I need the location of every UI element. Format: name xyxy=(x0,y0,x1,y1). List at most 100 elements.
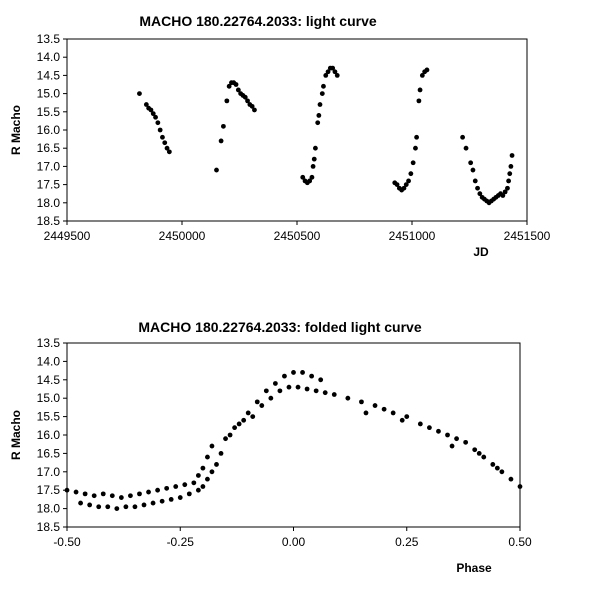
data-point xyxy=(224,98,230,104)
data-point xyxy=(148,107,154,113)
data-point xyxy=(200,465,206,471)
data-point xyxy=(505,185,510,191)
data-point xyxy=(315,120,321,126)
y-tick-label: 15.5 xyxy=(37,105,61,119)
data-point xyxy=(195,473,201,478)
data-point xyxy=(141,502,147,508)
data-point xyxy=(394,182,400,188)
data-point xyxy=(132,504,138,510)
data-point xyxy=(164,145,170,151)
y-tick-label: 17.5 xyxy=(37,483,61,497)
data-point xyxy=(506,178,511,184)
data-point xyxy=(381,406,387,412)
data-point xyxy=(449,443,455,449)
data-point xyxy=(454,436,459,442)
data-point xyxy=(427,425,432,431)
folded-light-curve-chart: MACHO 180.22764.2033: folded light curve… xyxy=(9,319,532,575)
data-point xyxy=(313,388,319,394)
data-point xyxy=(332,69,338,75)
data-points xyxy=(137,65,515,206)
data-point xyxy=(309,174,315,180)
data-point xyxy=(408,171,414,177)
data-point xyxy=(221,123,226,129)
x-tick-label: -0.50 xyxy=(53,535,81,549)
y-tick-label: 18.0 xyxy=(37,502,61,516)
data-point xyxy=(286,384,292,390)
data-point xyxy=(259,403,265,408)
data-point xyxy=(416,98,422,104)
data-point xyxy=(313,145,318,151)
data-point xyxy=(399,417,405,423)
y-tick-label: 15.0 xyxy=(37,87,61,101)
y-tick-label: 17.5 xyxy=(37,178,61,192)
data-point xyxy=(232,425,238,431)
x-tick-label: 2451500 xyxy=(504,229,551,243)
data-point xyxy=(419,73,425,78)
data-point xyxy=(233,82,239,87)
data-point xyxy=(162,140,168,146)
data-point xyxy=(205,454,210,460)
data-point xyxy=(300,370,305,375)
data-point xyxy=(226,83,232,89)
data-point xyxy=(475,185,480,191)
chart-title: MACHO 180.22764.2033: light curve xyxy=(139,13,377,29)
y-tick-label: 14.5 xyxy=(37,68,61,82)
data-point xyxy=(109,493,115,499)
data-point xyxy=(245,410,251,416)
data-point xyxy=(319,91,325,96)
data-point xyxy=(150,111,156,117)
data-point xyxy=(404,414,410,419)
x-tick-label: 0.00 xyxy=(282,535,306,549)
data-point xyxy=(218,138,224,144)
data-point xyxy=(359,399,364,405)
data-point xyxy=(345,395,351,401)
data-point xyxy=(321,83,326,89)
data-point xyxy=(481,454,487,460)
data-point xyxy=(317,102,323,107)
data-point xyxy=(82,491,88,497)
data-point xyxy=(331,392,337,397)
data-point xyxy=(445,432,450,438)
data-point xyxy=(73,489,79,495)
data-point xyxy=(159,498,165,504)
y-tick-label: 14.5 xyxy=(37,373,61,387)
data-point xyxy=(499,469,505,475)
data-point xyxy=(322,390,328,396)
data-point xyxy=(413,145,418,151)
y-axis-ticks: 13.5 14.0 14.5 15.0 15.5 16.0 16.5 17.0 17.5 18.0… xyxy=(37,336,67,534)
data-point xyxy=(310,164,316,169)
data-point xyxy=(146,489,151,495)
data-point xyxy=(500,193,506,198)
data-point xyxy=(218,451,224,456)
data-point xyxy=(401,185,407,191)
data-point xyxy=(372,403,378,408)
data-points xyxy=(64,370,523,511)
data-point xyxy=(155,120,161,126)
y-tick-label: 13.5 xyxy=(37,32,61,46)
data-point xyxy=(166,149,172,155)
data-point xyxy=(209,443,215,449)
x-axis-ticks: 2449500 2450000 2450500 2451000 2451500 xyxy=(44,221,551,243)
data-point xyxy=(463,439,469,445)
data-point xyxy=(160,134,165,140)
x-axis-ticks: -0.50 -0.25 0.00 0.25 0.50 xyxy=(53,527,532,549)
y-tick-label: 16.0 xyxy=(37,428,61,442)
light-curve-chart: MACHO 180.22764.2033: light curve 13.5 14… xyxy=(9,13,551,259)
data-point xyxy=(214,167,219,173)
data-point xyxy=(460,134,465,140)
data-point xyxy=(509,153,515,158)
y-tick-label: 16.0 xyxy=(37,123,61,137)
data-point xyxy=(309,373,315,379)
data-point xyxy=(128,493,133,499)
data-point xyxy=(214,462,219,467)
data-point xyxy=(245,98,250,104)
data-point xyxy=(168,497,174,502)
plot-area-frame xyxy=(66,38,528,222)
x-tick-label: 0.25 xyxy=(395,535,419,549)
data-point xyxy=(100,491,106,497)
data-point xyxy=(307,178,313,184)
data-point xyxy=(414,134,419,140)
data-point xyxy=(242,94,248,100)
data-point xyxy=(468,160,474,166)
data-point xyxy=(223,436,228,442)
